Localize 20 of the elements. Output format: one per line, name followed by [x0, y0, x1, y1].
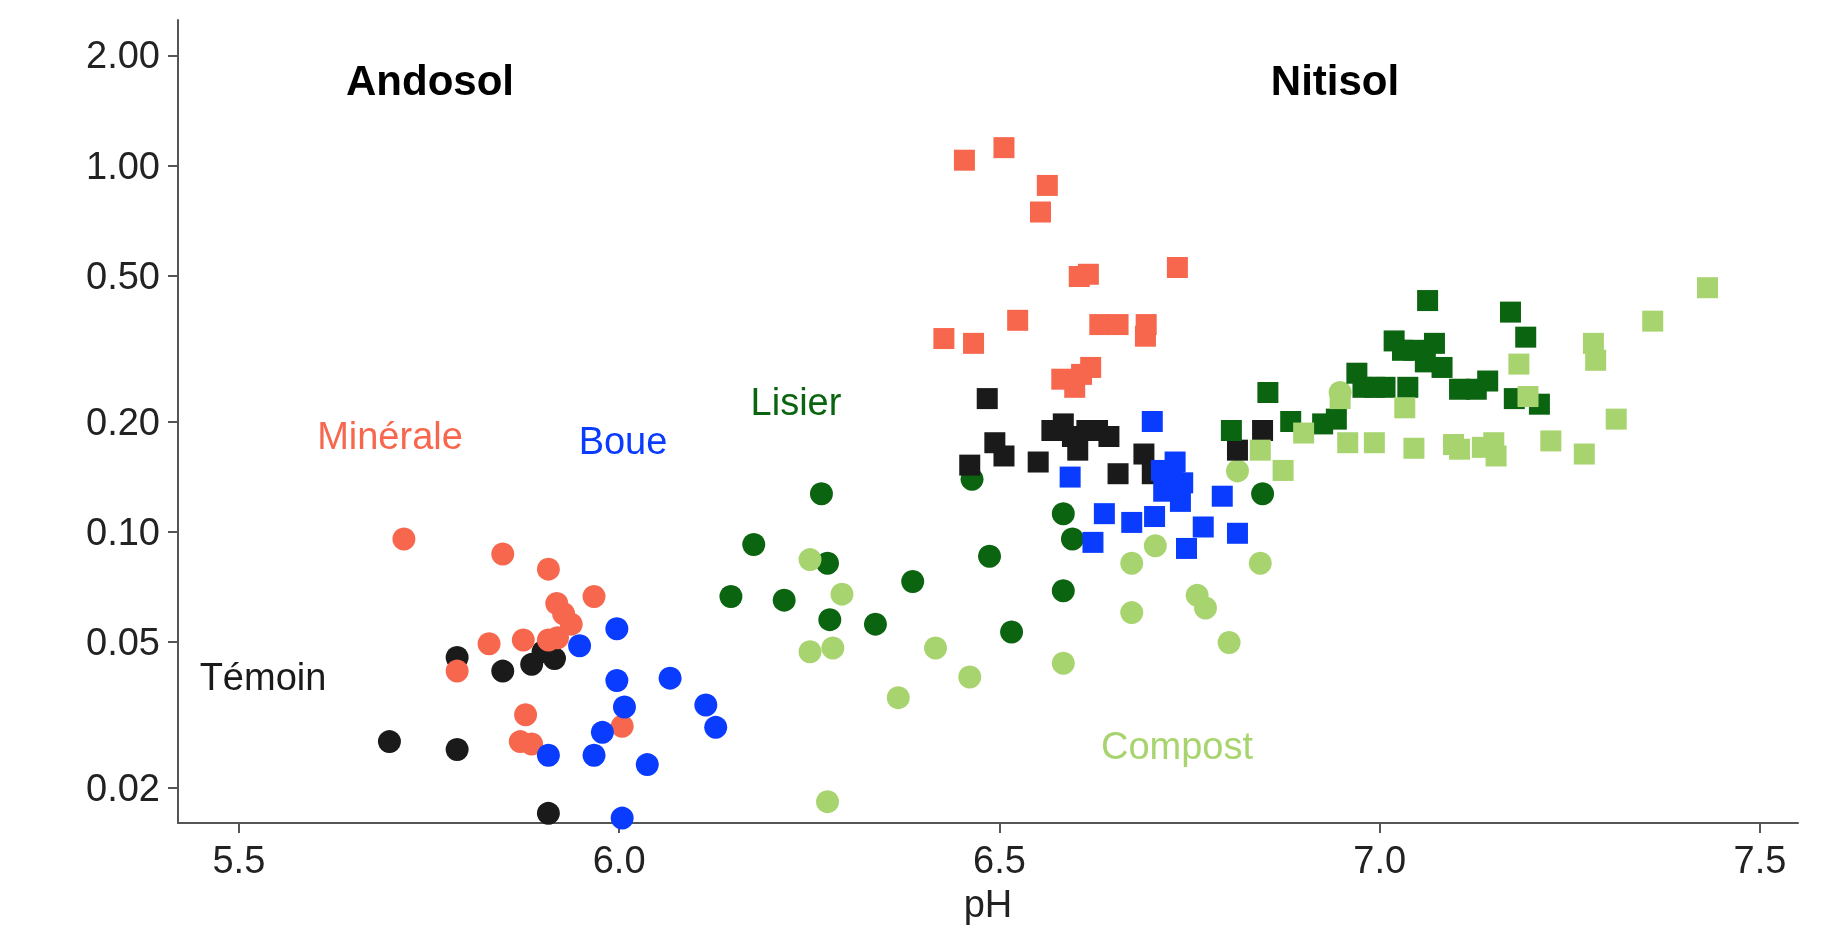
y-tick-label: 0.05: [86, 620, 160, 663]
x-tick-label: 7.5: [1733, 839, 1787, 881]
x-tick-label: 6.0: [592, 839, 646, 881]
y-tick-label: 1.00: [86, 144, 160, 187]
y-tick-label: 2.00: [86, 34, 160, 77]
text: Boue: [578, 420, 668, 462]
y-tick-label: 0.20: [86, 400, 160, 443]
series-label: Lisier: [750, 381, 842, 423]
text: Minérale: [317, 415, 463, 457]
x-tick-label: 5.5: [212, 839, 266, 881]
x-axis-title: pH: [963, 883, 1013, 925]
x-tick-label: 6.5: [972, 839, 1026, 881]
y-tick-label: 0.50: [86, 254, 160, 297]
x-tick-label: 7.0: [1353, 839, 1407, 881]
y-tick-label: 0.10: [86, 510, 160, 553]
series-label: Compost: [1100, 725, 1254, 767]
annotation: Nitisol: [1270, 56, 1400, 104]
y-tick-label: 0.02: [86, 766, 160, 809]
series-label: Témoin: [199, 656, 327, 698]
annotation: Andosol: [346, 56, 514, 104]
